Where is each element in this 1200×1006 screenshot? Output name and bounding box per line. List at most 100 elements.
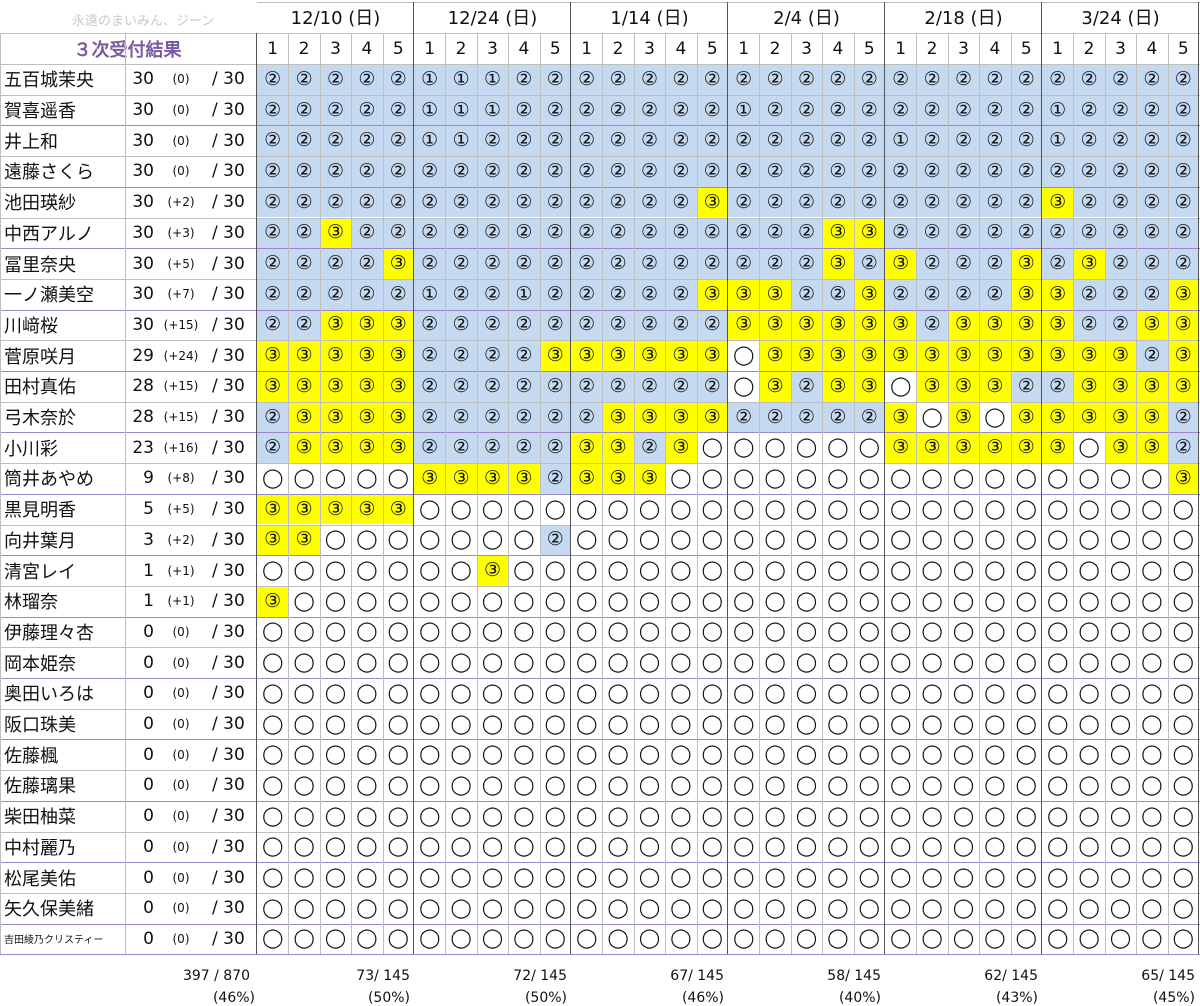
slot-cell: ◯ <box>1073 463 1105 494</box>
member-count: 0 <box>143 714 154 735</box>
slot-cell: ◯ <box>885 923 917 955</box>
slot-cell: ② <box>1073 156 1105 187</box>
slot-cell: ② <box>414 309 446 341</box>
slot-cell: ② <box>633 309 666 341</box>
slot-cell: ◯ <box>853 708 885 740</box>
slot-cell: ◯ <box>508 770 540 801</box>
slot-cell: ② <box>790 401 823 433</box>
slot-cell: ◯ <box>790 800 823 832</box>
slot-cell: ◯ <box>414 862 446 893</box>
slot-cell: ◯ <box>822 892 854 924</box>
member-count: 0 <box>143 683 154 704</box>
member-delta: (+8) <box>167 471 195 486</box>
slot-cell: ③ <box>1104 401 1137 433</box>
slot-cell: ② <box>633 248 666 279</box>
slot-cell: ② <box>633 186 666 218</box>
slot-cell: ② <box>885 217 917 249</box>
member-name: 五百城茉央 <box>4 70 94 92</box>
slot-cell: ② <box>665 278 697 310</box>
slot-cell: ◯ <box>633 892 666 924</box>
slot-cell: ② <box>508 432 540 464</box>
slot-cell: ◯ <box>351 800 383 832</box>
slot-cell: ③ <box>602 463 634 494</box>
slot-cell: ③ <box>665 401 697 433</box>
slot-cell: ③ <box>1104 432 1137 464</box>
slot-cell: ③ <box>1010 278 1042 310</box>
member-count: 0 <box>143 744 154 765</box>
slot-number: 3 <box>1115 39 1126 59</box>
slot-cell: ◯ <box>257 739 289 771</box>
slot-cell: ③ <box>979 432 1011 464</box>
slot-cell: ◯ <box>1010 770 1042 801</box>
member-count: 0 <box>143 928 154 949</box>
slot-cell: ② <box>539 217 571 249</box>
slot-cell: ③ <box>319 309 352 341</box>
slot-cell: ◯ <box>822 770 854 801</box>
slot-cell: ◯ <box>696 708 728 740</box>
slot-cell: ◯ <box>633 923 666 955</box>
slot-cell: ◯ <box>1042 524 1074 556</box>
slot-cell: ◯ <box>257 923 289 955</box>
slot-cell: ② <box>665 371 697 402</box>
slot-cell: ② <box>257 156 289 187</box>
slot-cell: ② <box>1167 125 1199 157</box>
slot-cell: ◯ <box>728 585 760 617</box>
slot-cell: ② <box>476 309 509 341</box>
slot-cell: ◯ <box>288 647 320 678</box>
slot-number: 2 <box>926 39 938 59</box>
member-name: 阪口珠美 <box>4 715 76 737</box>
slot-cell: ◯ <box>445 616 477 648</box>
slot-cell: ③ <box>947 401 980 433</box>
slot-cell: ◯ <box>916 585 948 617</box>
slot-cell: ◯ <box>571 524 603 556</box>
slot-cell: ◯ <box>790 923 823 955</box>
slot-cell: ◯ <box>445 493 477 525</box>
slot-cell: ◯ <box>1167 616 1199 648</box>
slot-cell: ◯ <box>539 647 571 678</box>
slot-cell: ③ <box>1136 401 1168 433</box>
slot-cell: ◯ <box>947 463 980 494</box>
slot-cell: ② <box>885 278 917 310</box>
slot-cell: ② <box>633 94 666 126</box>
slot-cell: ◯ <box>257 892 289 924</box>
slot-cell: ② <box>1010 186 1042 218</box>
watermark: 永遠のまいみん、ジーン <box>72 14 215 29</box>
slot-cell: ◯ <box>979 616 1011 648</box>
member-name: 清宮レイ <box>4 561 76 583</box>
slot-cell: ① <box>414 64 446 95</box>
slot-cell: ② <box>445 217 477 249</box>
slot-cell: ② <box>539 432 571 464</box>
slot-cell: ◯ <box>257 555 289 586</box>
slot-cell: ③ <box>947 340 980 371</box>
slot-cell: ◯ <box>508 800 540 832</box>
member-denominator: / 30 <box>212 192 245 213</box>
slot-cell: ② <box>696 156 728 187</box>
slot-cell: ③ <box>916 432 948 464</box>
slot-cell: ◯ <box>728 862 760 893</box>
slot-cell: ③ <box>351 432 383 464</box>
member-name: 伊藤理々杏 <box>4 622 94 644</box>
slot-cell: ◯ <box>414 678 446 709</box>
slot-cell: ② <box>916 125 948 157</box>
slot-cell: ◯ <box>476 493 509 525</box>
slot-cell: ② <box>728 248 760 279</box>
slot-cell: ◯ <box>790 647 823 678</box>
slot-cell: ② <box>979 156 1011 187</box>
slot-cell: ② <box>853 156 885 187</box>
slot-cell: ◯ <box>759 647 791 678</box>
slot-cell: ◯ <box>1042 678 1074 709</box>
slot-cell: ③ <box>633 340 666 371</box>
slot-cell: ② <box>351 186 383 218</box>
slot-cell: ◯ <box>445 678 477 709</box>
slot-cell: ◯ <box>351 831 383 863</box>
slot-cell: ② <box>728 156 760 187</box>
slot-cell: ② <box>445 401 477 433</box>
slot-cell: ◯ <box>853 862 885 893</box>
slot-cell: ◯ <box>1167 493 1199 525</box>
slot-number: 2 <box>298 39 310 59</box>
slot-cell: ◯ <box>571 616 603 648</box>
slot-cell: ③ <box>633 463 666 494</box>
slot-cell: ◯ <box>1073 585 1105 617</box>
member-count: 9 <box>143 468 154 489</box>
member-denominator: / 30 <box>212 683 245 704</box>
